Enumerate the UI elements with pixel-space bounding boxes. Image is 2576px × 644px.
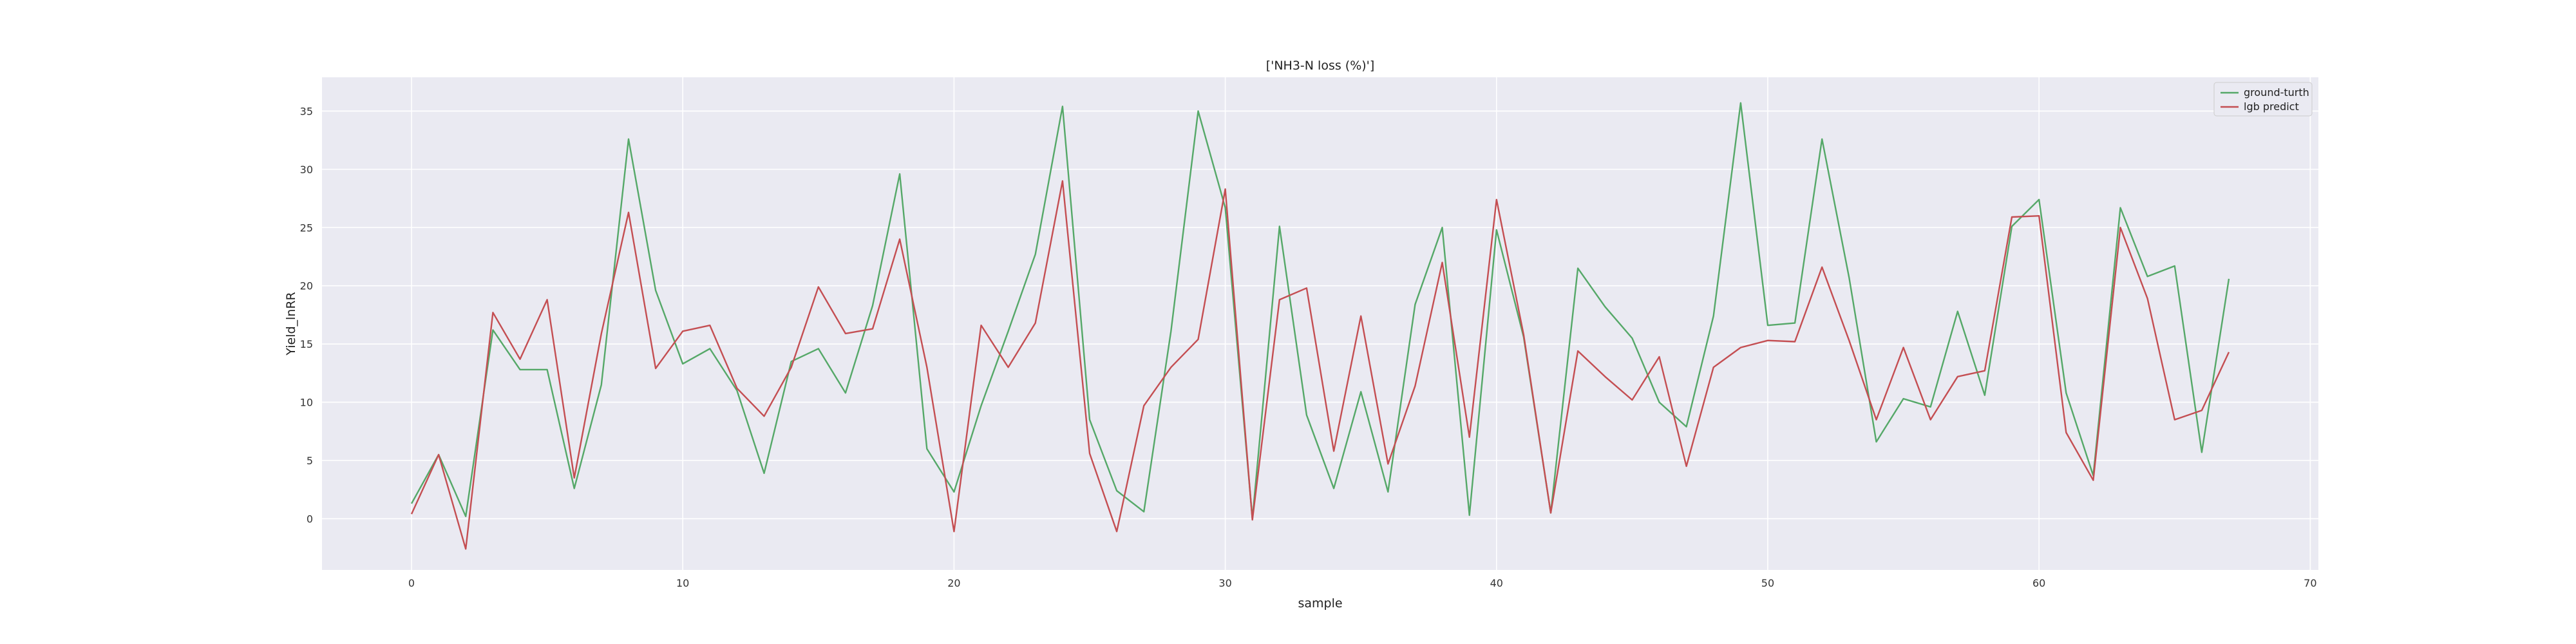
y-tick-label: 30 bbox=[300, 164, 313, 176]
y-axis-ticks: 0 5 10 15 20 25 30 35 bbox=[300, 105, 313, 525]
series-line-lgb-predict bbox=[410, 180, 2230, 550]
y-tick-label: 0 bbox=[307, 513, 313, 525]
x-tick-label: 50 bbox=[1761, 577, 1774, 589]
y-tick-label: 15 bbox=[300, 338, 313, 350]
legend-label-lgb-predict: lgb predict bbox=[2244, 100, 2299, 113]
grid bbox=[322, 77, 2318, 570]
x-tick-label: 60 bbox=[2032, 577, 2045, 589]
y-tick-label: 5 bbox=[307, 455, 313, 467]
y-tick-label: 25 bbox=[300, 222, 313, 234]
y-tick-label: 20 bbox=[300, 280, 313, 292]
x-axis-label: sample bbox=[1298, 596, 1342, 611]
x-tick-label: 30 bbox=[1218, 577, 1231, 589]
x-tick-label: 10 bbox=[676, 577, 689, 589]
chart-title: ['NH3-N loss (%)'] bbox=[1266, 59, 1375, 73]
plot-area bbox=[322, 77, 2318, 570]
legend-label-ground-turth: ground-turth bbox=[2244, 86, 2309, 99]
x-tick-label: 0 bbox=[408, 577, 415, 589]
x-axis-ticks: 0 10 20 30 40 50 60 70 bbox=[408, 577, 2317, 589]
y-tick-label: 35 bbox=[300, 105, 313, 117]
x-tick-label: 70 bbox=[2304, 577, 2316, 589]
y-axis-label: Yield_lnRR bbox=[284, 292, 298, 355]
series-layer bbox=[410, 102, 2230, 550]
y-tick-label: 10 bbox=[300, 397, 313, 409]
x-tick-label: 20 bbox=[947, 577, 960, 589]
x-tick-label: 40 bbox=[1490, 577, 1503, 589]
